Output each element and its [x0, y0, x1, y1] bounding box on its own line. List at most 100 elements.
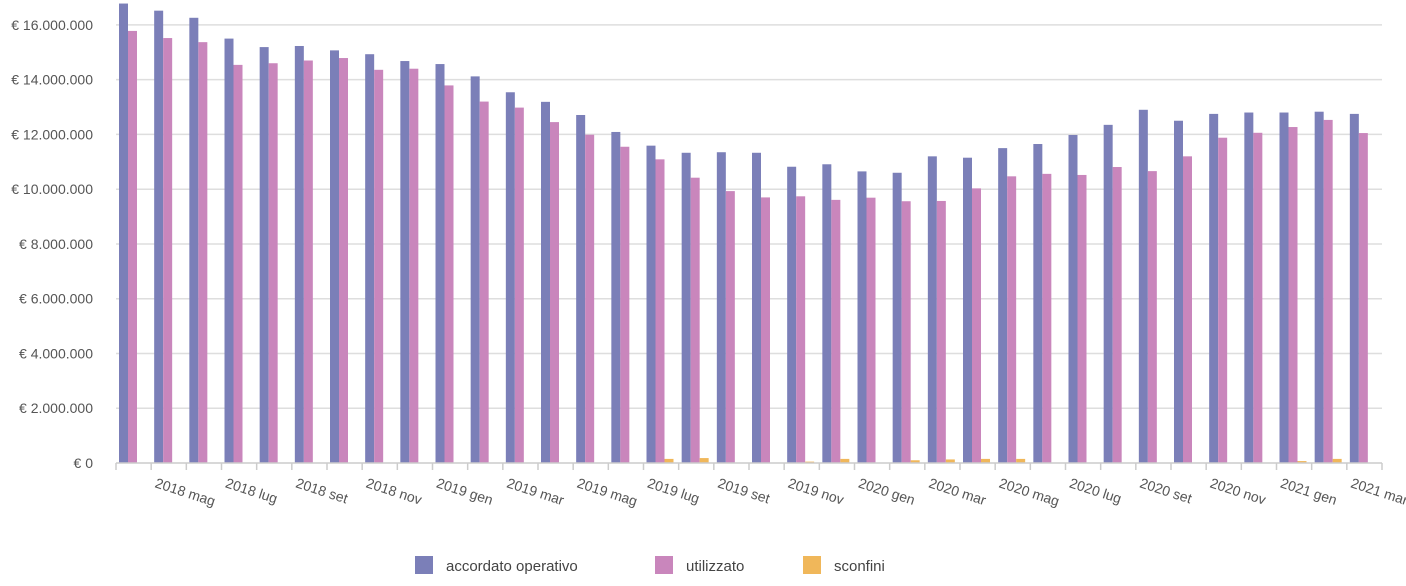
bar[interactable] [1042, 173, 1052, 463]
bar[interactable] [339, 58, 348, 464]
bar[interactable] [1033, 144, 1043, 463]
bar[interactable] [620, 146, 630, 463]
bar[interactable] [1314, 111, 1324, 463]
bar[interactable] [154, 10, 164, 464]
x-tick-label: 2020 mar [927, 475, 989, 509]
bar[interactable] [998, 148, 1008, 463]
bar[interactable] [1358, 133, 1368, 464]
bar[interactable] [716, 152, 726, 463]
bar[interactable] [374, 69, 384, 464]
bar[interactable] [1112, 167, 1122, 463]
bar[interactable] [822, 164, 832, 463]
bar[interactable] [1007, 176, 1017, 464]
bar[interactable] [1244, 112, 1254, 464]
bar[interactable] [189, 17, 199, 464]
bar[interactable] [550, 122, 559, 463]
bar[interactable] [901, 201, 911, 463]
bar[interactable] [725, 191, 735, 463]
bar[interactable] [857, 171, 867, 463]
bar[interactable] [259, 47, 269, 463]
bar[interactable] [963, 157, 972, 463]
x-tick-label: 2019 mar [505, 475, 567, 509]
bar[interactable] [365, 54, 375, 463]
bar[interactable] [664, 458, 674, 463]
y-tick-label: € 16.000.000 [11, 17, 93, 33]
bar[interactable] [1332, 458, 1342, 463]
legend-label: sconfini [834, 558, 885, 575]
bar[interactable] [1174, 120, 1183, 463]
legend-swatch [415, 556, 433, 574]
y-tick-label: € 6.000.000 [19, 291, 93, 307]
bar[interactable] [1279, 112, 1289, 464]
bar[interactable] [268, 63, 278, 463]
bar[interactable] [1068, 134, 1078, 463]
bar[interactable] [927, 156, 937, 464]
bar[interactable] [840, 458, 850, 463]
bar[interactable] [479, 101, 489, 464]
bar[interactable] [796, 196, 806, 464]
bar[interactable] [1077, 174, 1087, 463]
bar[interactable] [1218, 137, 1228, 463]
bar[interactable] [936, 200, 946, 463]
bar[interactable] [681, 152, 691, 463]
bar[interactable] [541, 101, 550, 463]
bar[interactable] [1209, 113, 1219, 464]
bar[interactable] [787, 166, 797, 463]
bar[interactable] [470, 76, 480, 463]
bar[interactable] [1297, 461, 1307, 463]
bar[interactable] [972, 188, 981, 463]
bar[interactable] [1323, 119, 1333, 464]
bar[interactable] [514, 107, 524, 463]
y-tick-label: € 4.000.000 [19, 345, 93, 361]
bar[interactable] [981, 458, 990, 463]
bar[interactable] [163, 38, 173, 464]
bar[interactable] [400, 61, 410, 464]
bar[interactable] [1183, 156, 1192, 464]
bar[interactable] [866, 197, 876, 463]
bar[interactable] [330, 50, 339, 463]
bar[interactable] [761, 197, 770, 463]
bar[interactable] [699, 458, 709, 463]
bars [119, 3, 1368, 464]
bar[interactable] [655, 159, 665, 463]
bar[interactable] [892, 172, 902, 463]
bar[interactable] [1138, 109, 1148, 464]
bar[interactable] [444, 85, 454, 464]
x-tick-label: 2020 mag [997, 475, 1061, 509]
bar[interactable] [1147, 171, 1157, 463]
bar[interactable] [945, 459, 955, 463]
bar[interactable] [1349, 113, 1359, 464]
x-axis-tick-labels: 2018 mag 2018 lug 2018 set 2018 nov 2019 gen… [153, 475, 1406, 509]
bar[interactable] [611, 131, 621, 463]
bar[interactable] [1253, 132, 1263, 464]
bar[interactable] [831, 199, 841, 463]
bar[interactable] [128, 30, 137, 464]
bar[interactable] [294, 45, 304, 463]
legend-swatch [655, 556, 673, 574]
bar[interactable] [409, 68, 419, 463]
bar[interactable] [1103, 124, 1113, 463]
bar[interactable] [198, 42, 208, 464]
bar[interactable] [505, 92, 515, 463]
bar[interactable] [690, 177, 700, 463]
bar[interactable] [646, 145, 656, 463]
bar[interactable] [233, 64, 243, 463]
x-tick-label: 2021 gen [1279, 475, 1339, 508]
bar[interactable] [910, 460, 920, 463]
legend-item-sconfini[interactable]: sconfini [803, 556, 885, 575]
bar[interactable] [576, 114, 586, 463]
x-tick-label: 2018 lug [224, 475, 280, 507]
bar[interactable] [752, 152, 761, 463]
bar[interactable] [1288, 127, 1298, 464]
bar[interactable] [119, 3, 128, 464]
y-tick-label: € 14.000.000 [11, 72, 93, 88]
legend[interactable]: accordato operativo utilizzato sconfini [415, 556, 885, 575]
legend-item-utilizzato[interactable]: utilizzato [655, 556, 744, 575]
bar[interactable] [1016, 458, 1026, 463]
bar[interactable] [224, 38, 234, 463]
bar[interactable] [303, 60, 313, 464]
legend-item-accordato-operativo[interactable]: accordato operativo [415, 556, 578, 575]
bar[interactable] [435, 64, 445, 464]
bar[interactable] [585, 134, 595, 463]
